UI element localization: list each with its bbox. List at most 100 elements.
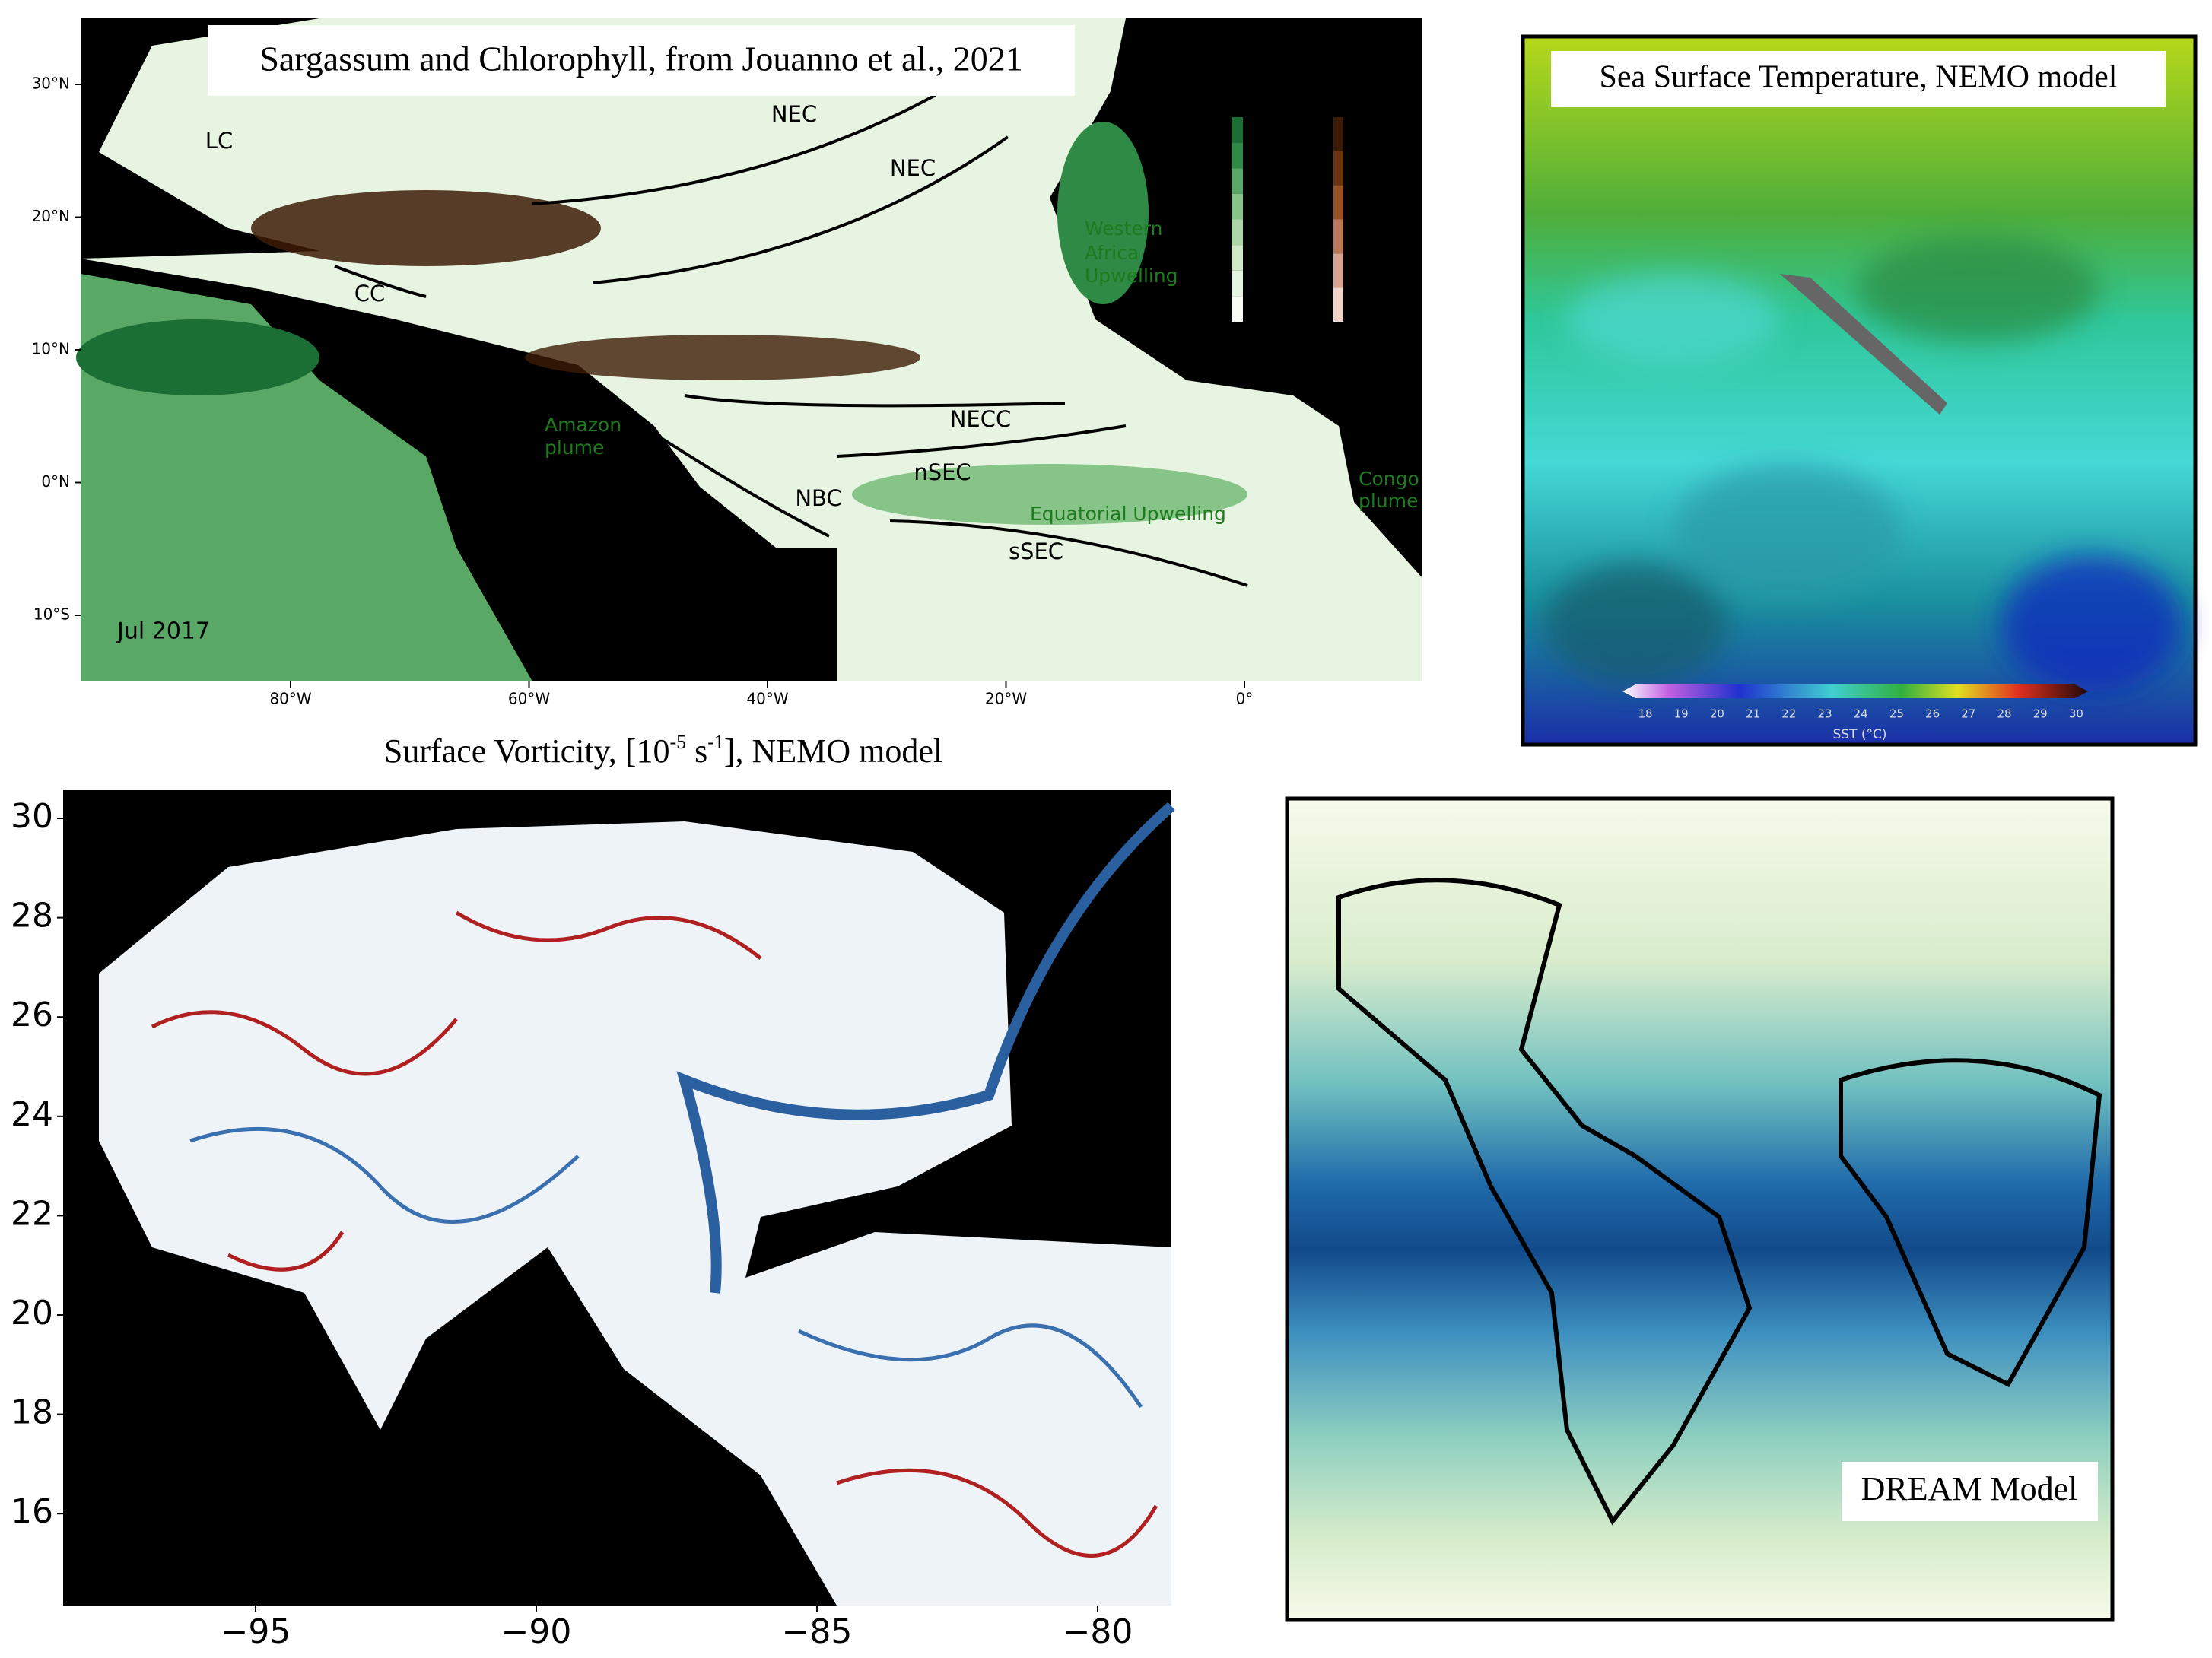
title-box [1551, 51, 2166, 107]
sst-panel: Sea Surface Temperature, NEMO model SST … [1521, 34, 2198, 747]
annotation: NEC [771, 101, 817, 127]
colorbar-tick-label: 29 [2033, 707, 2048, 721]
lon-tick-label: 0° [1236, 690, 1254, 708]
colorbar-tick-label: 30 [2069, 707, 2083, 721]
colorbar-segment [1333, 151, 1343, 186]
sst-colorbar [1622, 684, 2088, 698]
label-box [1842, 1462, 2098, 1521]
vorticity-filaments [151, 910, 1158, 1558]
annotation: plume [545, 437, 604, 459]
colorbar-tick-label: 19 [1674, 707, 1689, 721]
current-arrow [334, 94, 1248, 587]
y-tick-label: 18 [11, 1393, 53, 1432]
title-exponent: -1 [707, 731, 724, 753]
annotation: plume [1359, 490, 1418, 512]
y-tick-label: 26 [11, 996, 53, 1034]
colorbar-label: 0.10 [1256, 224, 1290, 242]
colorbar-tick-label: 18 [1638, 707, 1652, 721]
colorbar-label: 0.14 [1256, 195, 1290, 213]
annotation: CC [354, 281, 386, 307]
colorbar-label: 0.015 [1359, 162, 1402, 180]
annotation: NEC [890, 155, 936, 181]
loop-current [676, 802, 1175, 1294]
colorbar-tick-label: 23 [1817, 707, 1832, 721]
annotation: Western [1085, 218, 1163, 240]
annotation: Amazon [545, 414, 621, 436]
colorbar-label: 0.005 [1359, 267, 1402, 285]
colorbar-label: 0.18 [1256, 167, 1290, 185]
colorbar-segment [1232, 193, 1243, 220]
y-tick-label: 28 [11, 897, 53, 935]
y-tick-label: 20 [11, 1294, 53, 1332]
date-label: Jul 2017 [116, 618, 210, 645]
chlorophyll-panel: Sargassum and Chlorophyll, from Jouanno … [76, 18, 1422, 681]
lat-tick-label: 10°N [32, 340, 70, 358]
title-text: ], NEMO model [724, 732, 942, 770]
title-exponent: -5 [669, 731, 686, 753]
lat-tick-label: 20°N [32, 207, 70, 225]
lat-tick-label: 10°S [33, 605, 70, 624]
annotation: Congo [1359, 468, 1419, 490]
colorbar-tick-label: 24 [1854, 707, 1868, 721]
y-tick-label: 16 [11, 1492, 53, 1531]
unit-text: mg m [1228, 81, 1281, 102]
panel-title: Sea Surface Temperature, NEMO model [1600, 60, 2118, 95]
colorbar-label: 0.60 [1256, 110, 1290, 129]
panel-title: Sargassum and Chlorophyll, from Jouanno … [259, 40, 1022, 78]
colorbar-segment [1232, 245, 1243, 271]
sargassum [251, 190, 601, 266]
y-tick-label: 22 [11, 1194, 53, 1233]
colorbar-unit: mg m−3 [1228, 77, 1298, 103]
lat-tick-label: 0°N [41, 472, 70, 491]
gulf-water [99, 821, 1171, 1606]
panel-label: DREAM Model [1861, 1470, 2078, 1507]
annotation: LC [205, 128, 233, 154]
unit-exponent: −3 [1281, 77, 1299, 91]
lon-tick-label: 40°W [746, 690, 788, 708]
colorbar-segment [1333, 117, 1343, 151]
annotation: Africa [1085, 242, 1139, 264]
colorbar-label: 0.01 [1256, 309, 1290, 327]
land [1780, 274, 1947, 414]
equatorial-band [852, 464, 1247, 525]
colorbar-tick-label: 22 [1781, 707, 1796, 721]
lon-tick-label: 80°W [269, 690, 311, 708]
colorbar-segment [1232, 117, 1243, 143]
x-tick-label: −80 [1063, 1612, 1133, 1651]
colorbar-segment [1232, 168, 1243, 194]
x-tick-label: −95 [221, 1612, 291, 1651]
colorbar-label: 0.03 [1256, 280, 1290, 298]
coastline [1336, 878, 2102, 1526]
colorbar-segment [1333, 253, 1343, 288]
colorbar-unit: % FC [1316, 81, 1362, 102]
colorbar-tick-label: 25 [1889, 707, 1904, 721]
colorbar-tick-label: 27 [1961, 707, 1975, 721]
colorbar-label: 0.06 [1256, 252, 1290, 270]
x-tick-label: −90 [501, 1612, 572, 1651]
colorbar-segment [1232, 296, 1243, 322]
annotation: nSEC [914, 459, 971, 485]
colorbar-tick-label: 28 [1997, 707, 2011, 721]
colorbar-segment [1232, 142, 1243, 169]
y-tick-label: 24 [11, 1095, 53, 1134]
colorbar-label: 0.020 [1359, 110, 1402, 129]
annotation: Equatorial Upwelling [1030, 503, 1226, 525]
panel-title: Surface Vorticity, [10-5 s-1], NEMO mode… [384, 731, 942, 770]
title-box [208, 25, 1075, 96]
colorbar-label: SST (°C) [1832, 727, 1886, 742]
upwelling [76, 319, 319, 395]
annotation: NECC [950, 406, 1012, 432]
colorbar-segment [1333, 287, 1343, 322]
y-tick-label: 30 [11, 797, 53, 836]
colorbar-label: 0.30 [1256, 138, 1290, 157]
vorticity-panel: Surface Vorticity, [10-5 s-1], NEMO mode… [63, 731, 1175, 1606]
lon-tick-label: 60°W [508, 690, 550, 708]
colorbar-tick-label: 26 [1925, 707, 1940, 721]
annotation: NBC [795, 485, 841, 511]
western-africa-upwelling [1057, 122, 1149, 304]
title-text: Surface Vorticity, [10 [384, 732, 670, 770]
colorbar-tick-label: 21 [1746, 707, 1760, 721]
dream-panel: DREAM Model [1285, 796, 2115, 1622]
